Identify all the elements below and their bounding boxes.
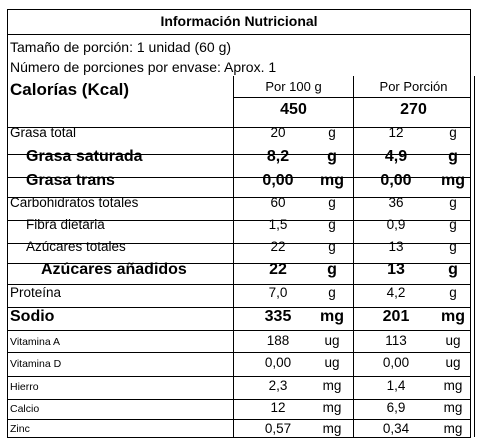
nutrient-unit-per-100g: ug: [324, 333, 340, 348]
nutrient-unit-per-100g: ug: [324, 355, 340, 370]
nutrient-unit-per-portion: mg: [441, 308, 465, 325]
nutrient-value-per-portion: 12: [388, 125, 404, 140]
nutrient-value-per-portion: 0,00: [382, 355, 410, 370]
nutrient-unit-per-portion: g: [449, 125, 457, 140]
nutrient-value-per-100g: 335: [264, 308, 292, 325]
nutrient-name: Azúcares totales: [26, 239, 126, 254]
nutrient-name: Vitamina D: [10, 358, 62, 370]
nutrient-unit-per-portion: mg: [441, 172, 465, 189]
nutrient-value-per-100g: 0,57: [264, 421, 292, 436]
nutrient-value-per-100g: 20: [270, 125, 286, 140]
nutrient-unit-per-portion: g: [449, 195, 457, 210]
nutrient-value-per-portion: 201: [382, 308, 410, 325]
nutrient-value-per-100g: 1,5: [268, 217, 288, 232]
nutrient-name: Sodio: [10, 308, 55, 325]
nutrient-unit-per-100g: g: [328, 217, 336, 232]
nutrient-unit-per-portion: mg: [443, 400, 463, 415]
nutrient-unit-per-100g: mg: [320, 172, 344, 189]
nutrient-name: Azúcares añadidos: [41, 261, 187, 278]
nutrient-value-per-portion: 113: [385, 333, 407, 348]
nutrient-unit-per-portion: mg: [443, 378, 463, 393]
nutrient-unit-per-portion: ug: [445, 355, 461, 370]
nutrient-name: Hierro: [10, 381, 39, 393]
nutrient-unit-per-100g: g: [328, 285, 336, 300]
per-portion-header: Por Porción: [379, 79, 448, 94]
per-100g-header: Por 100 g: [265, 79, 322, 94]
nutrient-unit-per-100g: g: [327, 261, 337, 278]
nutrient-value-per-100g: 2,3: [268, 378, 288, 393]
nutrient-value-per-100g: 0,00: [264, 355, 292, 370]
nutrient-unit-per-portion: g: [448, 148, 458, 165]
nutrient-value-per-portion: 13: [387, 261, 405, 278]
calories-per-portion: 270: [400, 101, 427, 118]
nutrient-unit-per-portion: g: [448, 261, 458, 278]
nutrient-unit-per-portion: g: [449, 217, 457, 232]
nutrient-unit-per-100g: mg: [320, 308, 344, 325]
calories-label: Calorías (Kcal): [10, 80, 130, 99]
nutrient-name: Grasa trans: [26, 172, 115, 189]
nutrient-unit-per-portion: ug: [445, 333, 461, 348]
nutrient-value-per-100g: 22: [270, 239, 286, 254]
nutrient-name: Grasa saturada: [26, 148, 143, 165]
calories-per-100g: 450: [280, 101, 307, 118]
nutrient-value-per-portion: 0,9: [386, 217, 406, 232]
nutrient-value-per-portion: 4,2: [386, 285, 406, 300]
nutrient-name: Proteína: [10, 285, 62, 300]
nutrient-unit-per-100g: g: [328, 125, 336, 140]
servings-per-container: Número de porciones por envase: Aprox. 1: [10, 59, 277, 75]
nutrient-name: Vitamina A: [10, 336, 61, 348]
nutrient-value-per-portion: 4,9: [384, 148, 408, 165]
nutrient-value-per-portion: 0,34: [382, 421, 410, 436]
nutrient-unit-per-100g: mg: [322, 400, 342, 415]
nutrient-unit-per-100g: mg: [322, 378, 342, 393]
nutrition-facts-table: Información Nutricional Tamaño de porció…: [7, 9, 475, 438]
nutrient-name: Fibra dietaria: [26, 217, 105, 232]
nutrient-value-per-100g: 12: [270, 400, 286, 415]
nutrient-value-per-portion: 36: [388, 195, 404, 210]
nutrient-value-per-100g: 8,2: [266, 148, 290, 165]
nutrient-name: Calcio: [10, 403, 40, 415]
nutrient-value-per-100g: 7,0: [268, 285, 288, 300]
nutrient-unit-per-portion: mg: [443, 421, 463, 436]
nutrient-value-per-portion: 0,00: [380, 172, 412, 189]
nutrient-unit-per-100g: mg: [322, 421, 342, 436]
label-title: Información Nutricional: [160, 13, 318, 29]
nutrient-value-per-portion: 13: [388, 239, 404, 254]
nutrient-value-per-100g: 0,00: [262, 172, 294, 189]
nutrient-value-per-100g: 60: [270, 195, 286, 210]
nutrient-value-per-portion: 6,9: [386, 400, 406, 415]
nutrient-unit-per-portion: g: [449, 239, 457, 254]
nutrient-value-per-100g: 22: [269, 261, 287, 278]
nutrient-name: Grasa total: [10, 125, 77, 140]
nutrient-value-per-100g: 188: [266, 333, 290, 348]
nutrient-value-per-portion: 1,4: [386, 378, 406, 393]
nutrient-unit-per-100g: g: [327, 148, 337, 165]
nutrient-name: Zinc: [10, 423, 30, 435]
serving-size: Tamaño de porción: 1 unidad (60 g): [10, 39, 232, 55]
nutrient-unit-per-100g: g: [328, 239, 336, 254]
nutrient-name: Carbohidratos totales: [10, 195, 139, 210]
nutrient-unit-per-100g: g: [328, 195, 336, 210]
nutrient-unit-per-portion: g: [449, 285, 457, 300]
